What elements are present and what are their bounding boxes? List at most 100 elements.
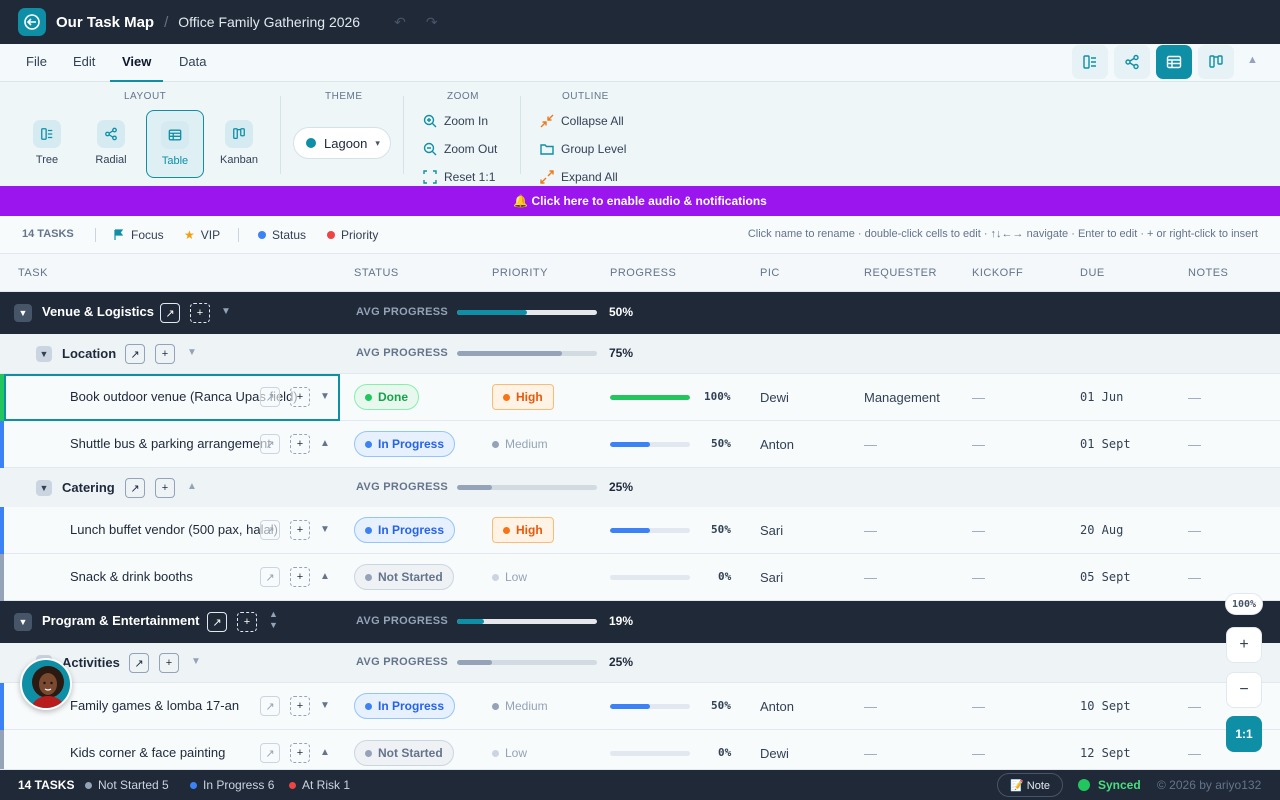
task-name[interactable]: Snack & drink booths: [70, 569, 193, 584]
note-button[interactable]: 📝 Note: [997, 773, 1063, 797]
priority-filter[interactable]: Priority: [327, 228, 378, 242]
subgroup-row[interactable]: ▼ Catering ↗ + ▲ AVG PROGRESS 25%: [0, 468, 1280, 508]
kickoff-cell[interactable]: —: [972, 746, 985, 761]
subgroup-row[interactable]: ▼ Activities ↗ + ▼ AVG PROGRESS 25%: [0, 643, 1280, 683]
move-up-icon[interactable]: ▲: [320, 571, 330, 582]
move-up-icon[interactable]: ▲: [320, 747, 330, 758]
notes-cell[interactable]: —: [1188, 437, 1201, 452]
move-down-icon[interactable]: ▼: [187, 347, 197, 358]
zoom-out-button[interactable]: Zoom Out: [423, 138, 497, 160]
table-row[interactable]: Book outdoor venue (Ranca Upas field) ↗ …: [0, 374, 1280, 421]
subgroup-name[interactable]: Activities: [62, 655, 120, 670]
layout-kanban-button[interactable]: Kanban: [210, 110, 268, 178]
table-row[interactable]: Lunch buffet vendor (500 pax, halal) ↗ +…: [0, 507, 1280, 554]
group-name[interactable]: Venue & Logistics: [42, 304, 154, 319]
priority-badge[interactable]: Low: [492, 564, 537, 590]
requester-cell[interactable]: —: [864, 523, 877, 538]
footer-in-progress[interactable]: In Progress 6: [190, 778, 274, 792]
due-cell[interactable]: 01 Sept: [1080, 437, 1131, 451]
move-down-icon[interactable]: ▼: [320, 524, 330, 535]
open-link-icon[interactable]: ↗: [160, 303, 180, 323]
priority-badge[interactable]: High: [492, 517, 554, 543]
add-child-icon[interactable]: +: [190, 303, 210, 323]
task-progress-bar[interactable]: [610, 395, 690, 400]
zoom-reset-button[interactable]: 1:1: [1226, 716, 1262, 752]
pic-cell[interactable]: Dewi: [760, 390, 789, 405]
kickoff-cell[interactable]: —: [972, 699, 985, 714]
table-row[interactable]: Kids corner & face painting ↗ + ▲ Not St…: [0, 730, 1280, 770]
task-name[interactable]: Lunch buffet vendor (500 pax, halal): [70, 522, 278, 537]
group-row[interactable]: ▼ Venue & Logistics ↗ + ▼ AVG PROGRESS 5…: [0, 292, 1280, 334]
move-down-icon[interactable]: ▼: [191, 656, 201, 667]
open-link-icon[interactable]: ↗: [260, 434, 280, 454]
move-up-icon[interactable]: ▲: [320, 438, 330, 449]
reorder-icon[interactable]: ▲ ▼: [269, 609, 278, 630]
footer-at-risk[interactable]: At Risk 1: [289, 778, 350, 792]
pic-cell[interactable]: Sari: [760, 523, 784, 538]
task-progress-bar[interactable]: [610, 442, 690, 447]
add-child-icon[interactable]: +: [155, 478, 175, 498]
zoom-plus-button[interactable]: +: [1226, 627, 1262, 663]
collapse-ribbon-icon[interactable]: ▲: [1247, 54, 1258, 66]
zoom-in-button[interactable]: Zoom In: [423, 110, 488, 132]
task-name[interactable]: Kids corner & face painting: [70, 745, 226, 760]
due-cell[interactable]: 10 Sept: [1080, 699, 1131, 713]
kickoff-cell[interactable]: —: [972, 437, 985, 452]
col-due[interactable]: DUE: [1080, 267, 1105, 279]
notes-cell[interactable]: —: [1188, 699, 1201, 714]
subgroup-name[interactable]: Catering: [62, 480, 115, 495]
notes-cell[interactable]: —: [1188, 570, 1201, 585]
kickoff-cell[interactable]: —: [972, 390, 985, 405]
due-cell[interactable]: 12 Sept: [1080, 746, 1131, 760]
move-up-icon[interactable]: ▲: [187, 481, 197, 492]
add-sibling-icon[interactable]: +: [290, 387, 310, 407]
add-child-icon[interactable]: +: [237, 612, 257, 632]
task-name[interactable]: Family games & lomba 17-an: [70, 698, 240, 713]
due-cell[interactable]: 20 Aug: [1080, 523, 1124, 537]
open-link-icon[interactable]: ↗: [125, 478, 145, 498]
pic-cell[interactable]: Sari: [760, 570, 784, 585]
add-sibling-icon[interactable]: +: [290, 743, 310, 763]
collapse-toggle-icon[interactable]: ▼: [14, 613, 32, 631]
add-child-icon[interactable]: +: [159, 653, 179, 673]
table-row[interactable]: Snack & drink booths ↗ + ▲ Not Started L…: [0, 554, 1280, 601]
focus-filter[interactable]: Focus: [114, 228, 164, 242]
task-progress-bar[interactable]: [610, 528, 690, 533]
task-name[interactable]: Book outdoor venue (Ranca Upas field): [70, 389, 298, 404]
requester-cell[interactable]: —: [864, 437, 877, 452]
kanban-view-icon[interactable]: [1198, 45, 1234, 79]
requester-cell[interactable]: —: [864, 746, 877, 761]
status-badge[interactable]: Not Started: [354, 740, 454, 766]
layout-table-button[interactable]: Table: [146, 110, 204, 178]
add-sibling-icon[interactable]: +: [290, 520, 310, 540]
table-row[interactable]: Family games & lomba 17-an ↗ + ▼ In Prog…: [0, 683, 1280, 730]
priority-badge[interactable]: High: [492, 384, 554, 410]
col-pic[interactable]: PIC: [760, 267, 780, 279]
priority-badge[interactable]: Low: [492, 740, 537, 766]
collapse-toggle-icon[interactable]: ▼: [14, 304, 32, 322]
status-badge[interactable]: In Progress: [354, 693, 456, 719]
group-name[interactable]: Program & Entertainment: [42, 613, 200, 628]
notes-cell[interactable]: —: [1188, 746, 1201, 761]
col-requester[interactable]: REQUESTER: [864, 267, 937, 279]
add-sibling-icon[interactable]: +: [290, 434, 310, 454]
vip-filter[interactable]: ★ VIP: [184, 228, 220, 242]
layout-radial-button[interactable]: Radial: [82, 110, 140, 178]
open-link-icon[interactable]: ↗: [260, 743, 280, 763]
theme-select[interactable]: Lagoon ▾: [293, 127, 391, 159]
col-status[interactable]: STATUS: [354, 267, 399, 279]
group-row[interactable]: ▼ Program & Entertainment ↗ + ▲ ▼ AVG PRO…: [0, 601, 1280, 643]
move-down-icon[interactable]: ▼: [320, 700, 330, 711]
priority-badge[interactable]: Medium: [492, 693, 558, 719]
status-badge[interactable]: In Progress: [354, 517, 456, 543]
add-sibling-icon[interactable]: +: [290, 567, 310, 587]
table-view-icon[interactable]: [1156, 45, 1192, 79]
collapse-all-button[interactable]: Collapse All: [540, 110, 624, 132]
menu-data[interactable]: Data: [179, 54, 207, 69]
tree-view-icon[interactable]: [1072, 45, 1108, 79]
kickoff-cell[interactable]: —: [972, 570, 985, 585]
layout-tree-button[interactable]: Tree: [18, 110, 76, 178]
collapse-toggle-icon[interactable]: ▼: [36, 480, 52, 496]
table-row[interactable]: Shuttle bus & parking arrangement ↗ + ▲ …: [0, 421, 1280, 468]
menu-view[interactable]: View: [110, 44, 164, 82]
